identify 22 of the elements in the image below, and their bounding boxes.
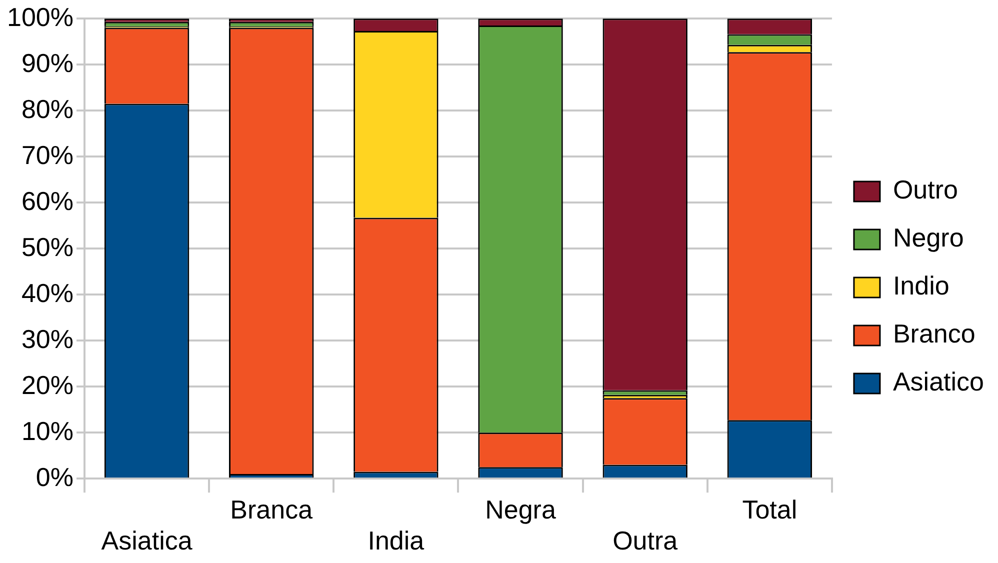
y-tick-label: 0% [36,462,74,492]
x-tick-label: Branca [230,494,314,524]
legend-label: Negro [892,222,964,253]
x-tick-label: Asiatica [101,526,193,556]
y-tick-label: 50% [21,232,74,262]
legend-label: Asiatico [892,366,984,397]
y-tick-label: 80% [21,94,74,124]
y-tick-label: 70% [21,140,74,170]
y-tick-label: 40% [21,278,74,308]
x-tick-label: Total [742,494,798,524]
legend-label: Indio [892,270,950,301]
y-tick-label: 60% [21,186,74,216]
y-tick-label: 10% [21,416,74,446]
legend-label: Branco [892,318,976,349]
y-tick-label: 20% [21,370,74,400]
y-tick-label: 30% [21,324,74,354]
x-tick-label: Outra [612,526,678,556]
x-tick-label: India [368,526,425,556]
y-tick-label: 90% [21,48,74,78]
legend-label: Outro [892,174,958,205]
y-tick-label: 100% [7,2,74,32]
x-tick-label: Negra [485,494,556,524]
